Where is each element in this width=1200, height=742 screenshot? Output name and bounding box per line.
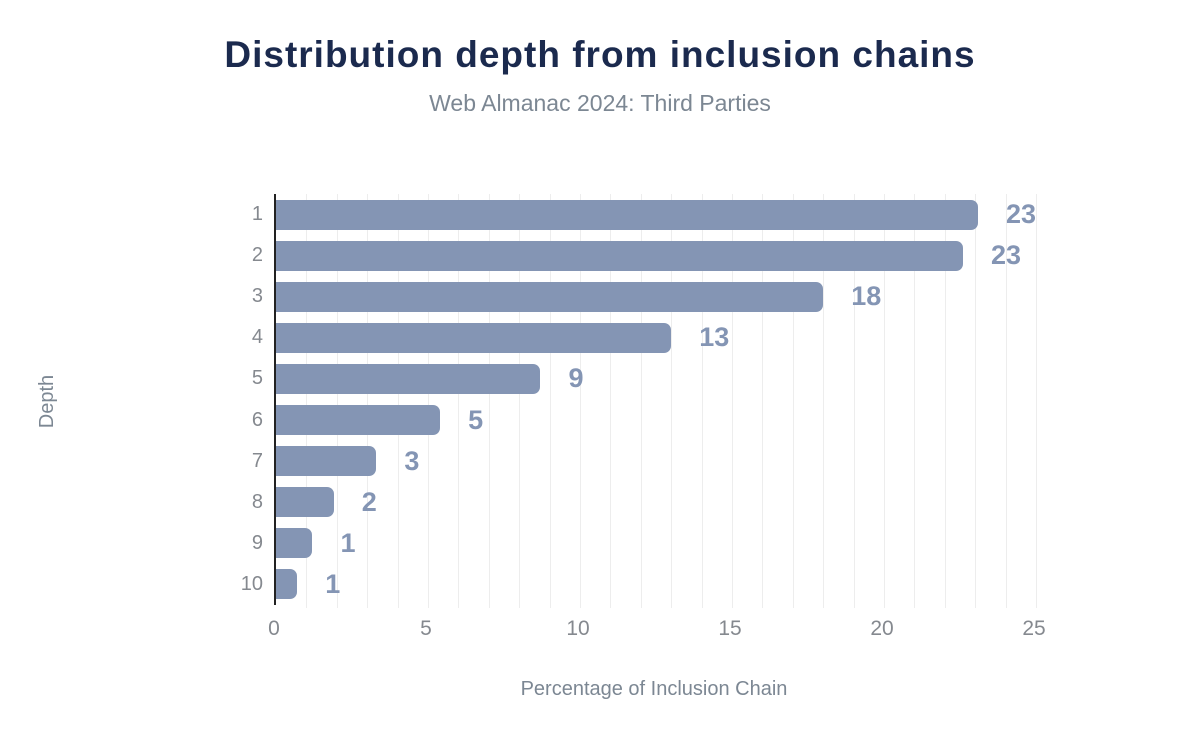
bar [276,281,824,312]
gridline [488,194,490,608]
gridline [762,194,764,608]
x-axis-ticks: 0 5 10 15 20 25 [268,617,1046,643]
gridline [336,194,338,608]
bar-row: 23 [276,194,1036,235]
gridline [428,194,429,608]
y-axis-tick-label: 9 [251,531,263,554]
bar [276,487,334,518]
x-axis-tick-label: 5 [420,617,432,640]
bar-value-label: 23 [991,240,1022,271]
x-axis-tick-label: 0 [268,617,280,640]
bar [276,528,313,559]
gridline [884,194,885,608]
gridline [580,194,581,608]
bar-value-label: 1 [325,568,341,599]
gridline [823,194,825,608]
bar-row: 1 [276,523,1036,564]
y-axis-tick-label: 6 [251,408,263,431]
bar-value-label: 5 [468,404,484,435]
gridline [549,194,551,608]
x-axis-tick-label: 10 [566,617,590,640]
y-axis-tick-label: 4 [251,326,263,349]
chart-title: Distribution depth from inclusion chains [224,34,976,75]
y-axis-tick-label: 10 [240,572,263,595]
chart-subtitle: Web Almanac 2024: Third Parties [429,90,771,116]
gridline [640,194,642,608]
x-axis-tick-label: 25 [1022,617,1046,640]
gridline [914,194,916,608]
gridline [671,194,673,608]
y-axis-tick-label: 8 [251,490,263,513]
bar-row: 9 [276,358,1036,399]
bar-value-label: 23 [1005,199,1036,230]
bar-value-label: 9 [568,363,584,394]
bar-row: 13 [276,317,1036,358]
x-axis-tick-label: 20 [870,617,894,640]
gridline [853,194,855,608]
gridline [397,194,399,608]
gridline [944,194,946,608]
gridline [792,194,794,608]
bar-value-label: 3 [404,445,420,476]
bar-row: 3 [276,441,1036,482]
y-axis-tick-label: 7 [251,449,263,472]
gridline [610,194,612,608]
gridline [701,194,703,608]
gridline [1036,194,1037,608]
bar-row: 5 [276,399,1036,440]
bar [276,322,672,353]
gridline [367,194,369,608]
y-axis-tick-label: 1 [251,203,263,226]
gridline [975,194,977,608]
y-axis-tick-label: 2 [251,244,263,267]
bar-row: 23 [276,235,1036,276]
bar [276,405,441,436]
bar-value-label: 2 [361,486,377,517]
bar [276,363,541,394]
gridline [458,194,460,608]
y-axis-tick-label: 5 [251,367,263,390]
bar [276,446,377,477]
gridline [732,194,733,608]
gridline [519,194,521,608]
bar-row: 18 [276,276,1036,317]
bar [276,240,964,271]
x-axis-tick-label: 15 [718,617,742,640]
y-axis-category-labels: 1 2 3 4 5 6 7 8 9 10 [0,194,263,605]
bar [276,569,298,600]
plot-area: 23 23 18 13 9 5 3 2 1 1 [274,194,1037,608]
gridline [306,194,308,608]
gridline [1005,194,1007,608]
bar-value-label: 1 [340,527,356,558]
bar [276,199,978,230]
y-axis-tick-label: 3 [251,285,263,308]
bar-row: 1 [276,564,1036,605]
bar-value-label: 13 [699,322,730,353]
bar-row: 2 [276,482,1036,523]
bar-value-label: 18 [851,281,882,312]
x-axis-title: Percentage of Inclusion Chain [520,678,788,700]
